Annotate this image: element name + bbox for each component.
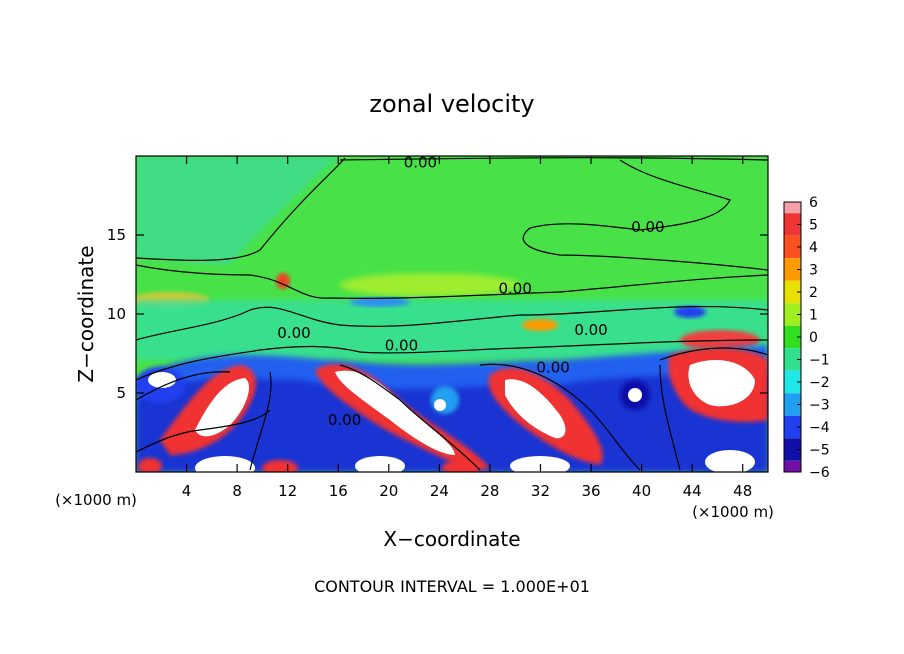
colorbar-swatch (784, 235, 801, 259)
contour-label: 0.00 (536, 359, 569, 377)
colorbar-label: 4 (809, 240, 818, 256)
colorbar-label: −3 (809, 398, 830, 414)
colorbar-label: −2 (809, 375, 830, 391)
x-tick-label: 20 (379, 482, 398, 500)
contour-label: 0.00 (328, 411, 361, 429)
contour-label: 0.00 (404, 153, 437, 171)
x-unit-left: (×1000 m) (55, 491, 137, 509)
colorbar: 6 5 4 3 2 1 0 −1 −2 −3 −4 −5 −6 (783, 195, 830, 481)
x-tick-label: 28 (480, 482, 499, 500)
colorbar-label: 3 (809, 263, 818, 279)
x-tick-label: 36 (581, 482, 600, 500)
colorbar-label: −4 (809, 420, 830, 436)
colorbar-label: 1 (809, 308, 818, 324)
x-tick-label: 32 (531, 482, 550, 500)
contour-label: 0.00 (631, 218, 664, 236)
colorbar-label: −6 (809, 465, 830, 481)
x-tick-label: 16 (329, 482, 348, 500)
velocity-field (136, 156, 768, 472)
x-tick-label: 40 (632, 482, 651, 500)
colorbar-swatch (784, 370, 801, 394)
y-tick-label: 15 (107, 226, 126, 244)
colorbar-swatch (784, 460, 801, 472)
colorbar-swatch (784, 213, 801, 236)
colorbar-label: 0 (809, 330, 818, 346)
colorbar-swatch (784, 415, 801, 439)
colorbar-swatch (784, 393, 801, 416)
colorbar-label: 2 (809, 285, 818, 301)
contour-lines (136, 157, 768, 471)
x-tick-label: 12 (278, 482, 297, 500)
contour-label: 0.00 (277, 324, 310, 342)
chart-title: zonal velocity (369, 90, 534, 118)
contour-labels: 0.00 0.00 0.00 0.00 0.00 0.00 0.00 0.00 (277, 153, 664, 429)
x-tick-label: 8 (232, 482, 242, 500)
colorbar-label: 6 (809, 195, 818, 211)
colorbar-swatch (784, 202, 801, 214)
colorbar-label: −1 (809, 353, 830, 369)
x-axis-label: X−coordinate (383, 527, 520, 551)
x-tick-label: 48 (733, 482, 752, 500)
colorbar-label: 5 (809, 218, 818, 234)
colorbar-swatch (784, 325, 801, 349)
x-tick-label: 24 (430, 482, 449, 500)
colorbar-swatch (784, 348, 801, 371)
y-tick-label: 5 (116, 384, 126, 402)
x-unit-right: (×1000 m) (692, 503, 774, 521)
colorbar-swatch (784, 280, 801, 304)
x-tick-label: 4 (182, 482, 192, 500)
colorbar-swatch (784, 438, 801, 461)
y-axis-label: Z−coordinate (74, 245, 98, 382)
colorbar-swatch (784, 303, 801, 326)
contour-interval-footer: CONTOUR INTERVAL = 1.000E+01 (314, 577, 590, 596)
contour-label: 0.00 (574, 321, 607, 339)
colorbar-label: −5 (809, 443, 830, 459)
contour-label: 0.00 (498, 280, 531, 298)
y-tick-label: 10 (107, 305, 126, 323)
colorbar-swatch (784, 258, 801, 281)
contour-label: 0.00 (385, 337, 418, 355)
x-tick-label: 44 (683, 482, 702, 500)
